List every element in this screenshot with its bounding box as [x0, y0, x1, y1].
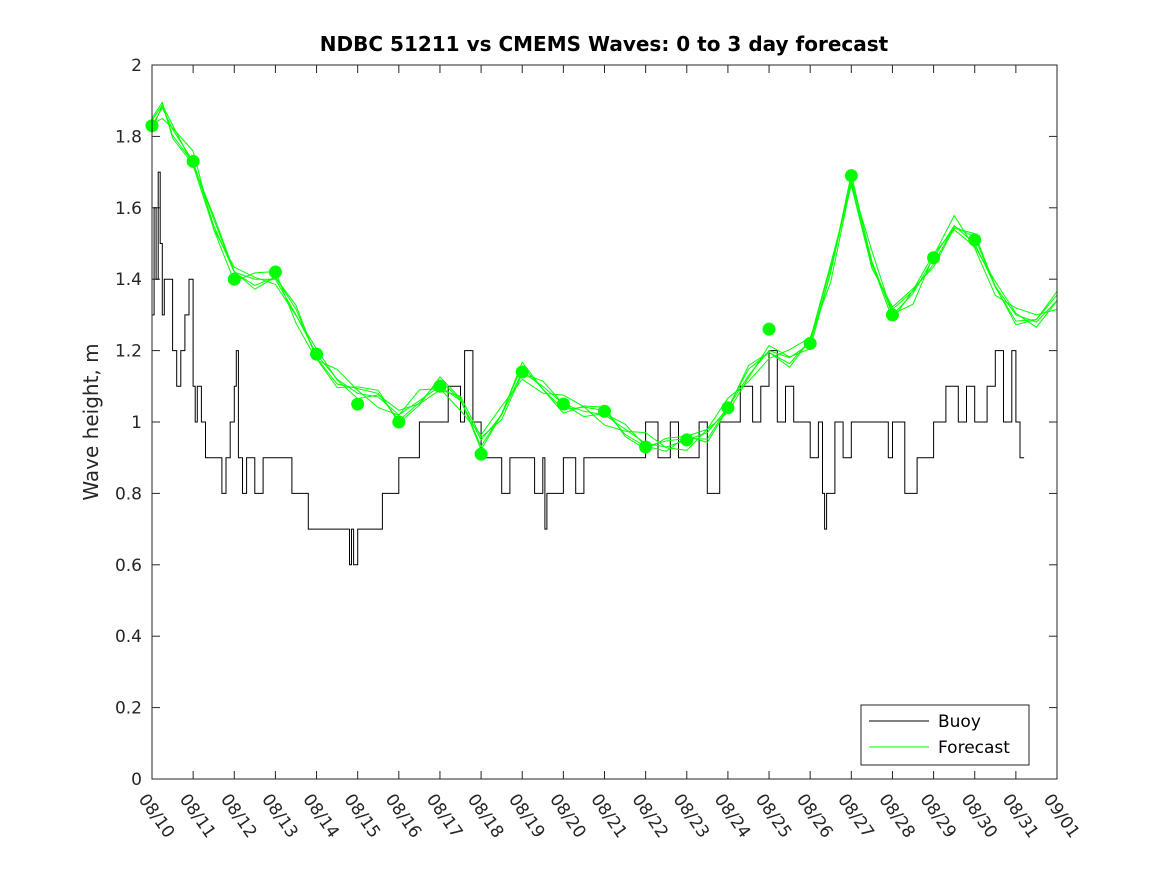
y-ticks: 0 0.2 0.4 0.6 0.8 1 1.2 1.4 1.6 1.8 2: [115, 56, 1057, 790]
series-line-forecast: [151, 103, 1058, 452]
forecast-marker: [721, 401, 735, 415]
series-line-buoy: [152, 171, 1025, 566]
x-tick-label: 08/12: [216, 790, 260, 842]
series-line-forecast: [151, 103, 1058, 448]
x-tick-label: 08/13: [257, 790, 301, 842]
x-tick-label: 08/15: [340, 790, 384, 842]
series-layer: [151, 101, 1058, 566]
x-tick-label: 08/26: [792, 790, 836, 842]
x-tick-label: 08/29: [915, 790, 959, 842]
x-tick-label: 08/14: [298, 790, 342, 842]
forecast-marker: [762, 322, 776, 336]
forecast-marker: [227, 272, 241, 286]
forecast-marker: [474, 447, 488, 461]
x-tick-label: 08/24: [710, 790, 754, 842]
legend-label-buoy: Buoy: [938, 712, 981, 732]
y-tick-label: 0.6: [115, 556, 142, 576]
y-tick-label: 1.6: [115, 199, 142, 219]
forecast-marker: [968, 233, 982, 247]
y-tick-label: 0.2: [115, 699, 142, 719]
forecast-markers: [145, 119, 982, 461]
forecast-marker: [392, 415, 406, 429]
forecast-marker: [885, 308, 899, 322]
y-tick-label: 2: [131, 56, 142, 76]
x-tick-label: 08/19: [504, 790, 548, 842]
x-tick-label: 08/17: [422, 790, 466, 842]
forecast-marker: [598, 404, 611, 418]
x-tick-label: 08/23: [669, 790, 713, 842]
forecast-marker: [844, 169, 858, 183]
x-tick-label: 08/31: [998, 790, 1042, 842]
x-tick-label: 08/20: [545, 790, 589, 842]
forecast-marker: [433, 379, 447, 393]
x-tick-label: 08/10: [134, 790, 178, 842]
forecast-marker: [310, 347, 324, 361]
legend-label-forecast: Forecast: [938, 738, 1010, 758]
x-tick-label: 09/01: [1039, 790, 1083, 842]
legend: Buoy Forecast: [860, 704, 1030, 766]
forecast-marker: [515, 365, 529, 379]
series-line-forecast: [151, 101, 1058, 451]
plot-frame: [151, 64, 1058, 780]
x-tick-label: 08/25: [751, 790, 795, 842]
plot-area: [152, 65, 1057, 779]
x-tick-label: 08/18: [463, 790, 507, 842]
x-tick-label: 08/16: [381, 790, 425, 842]
forecast-marker: [639, 440, 653, 454]
forecast-marker: [351, 397, 365, 411]
legend-box: [860, 704, 1030, 766]
y-axis-label: Wave height, m: [79, 343, 103, 500]
forecast-marker: [680, 433, 694, 447]
x-tick-label: 08/27: [833, 790, 877, 842]
forecast-marker: [186, 154, 200, 168]
chart-title: NDBC 51211 vs CMEMS Waves: 0 to 3 day fo…: [320, 32, 889, 56]
series-line-forecast: [151, 117, 1058, 451]
x-tick-label: 08/21: [586, 790, 630, 842]
y-tick-label: 0.4: [115, 627, 142, 647]
y-tick-label: 1.2: [115, 342, 142, 362]
x-tick-label: 08/11: [175, 790, 219, 842]
forecast-marker: [556, 397, 570, 411]
y-tick-label: 1: [131, 413, 142, 433]
y-tick-label: 1.8: [115, 127, 142, 147]
x-tick-label: 08/30: [957, 790, 1001, 842]
y-tick-label: 0.8: [115, 484, 142, 504]
forecast-marker: [927, 251, 941, 265]
y-tick-label: 0: [131, 770, 142, 790]
forecast-marker: [803, 336, 817, 350]
x-tick-label: 08/22: [628, 790, 672, 842]
forecast-marker: [268, 265, 282, 279]
y-tick-label: 1.4: [115, 270, 142, 290]
x-tick-label: 08/28: [874, 790, 918, 842]
